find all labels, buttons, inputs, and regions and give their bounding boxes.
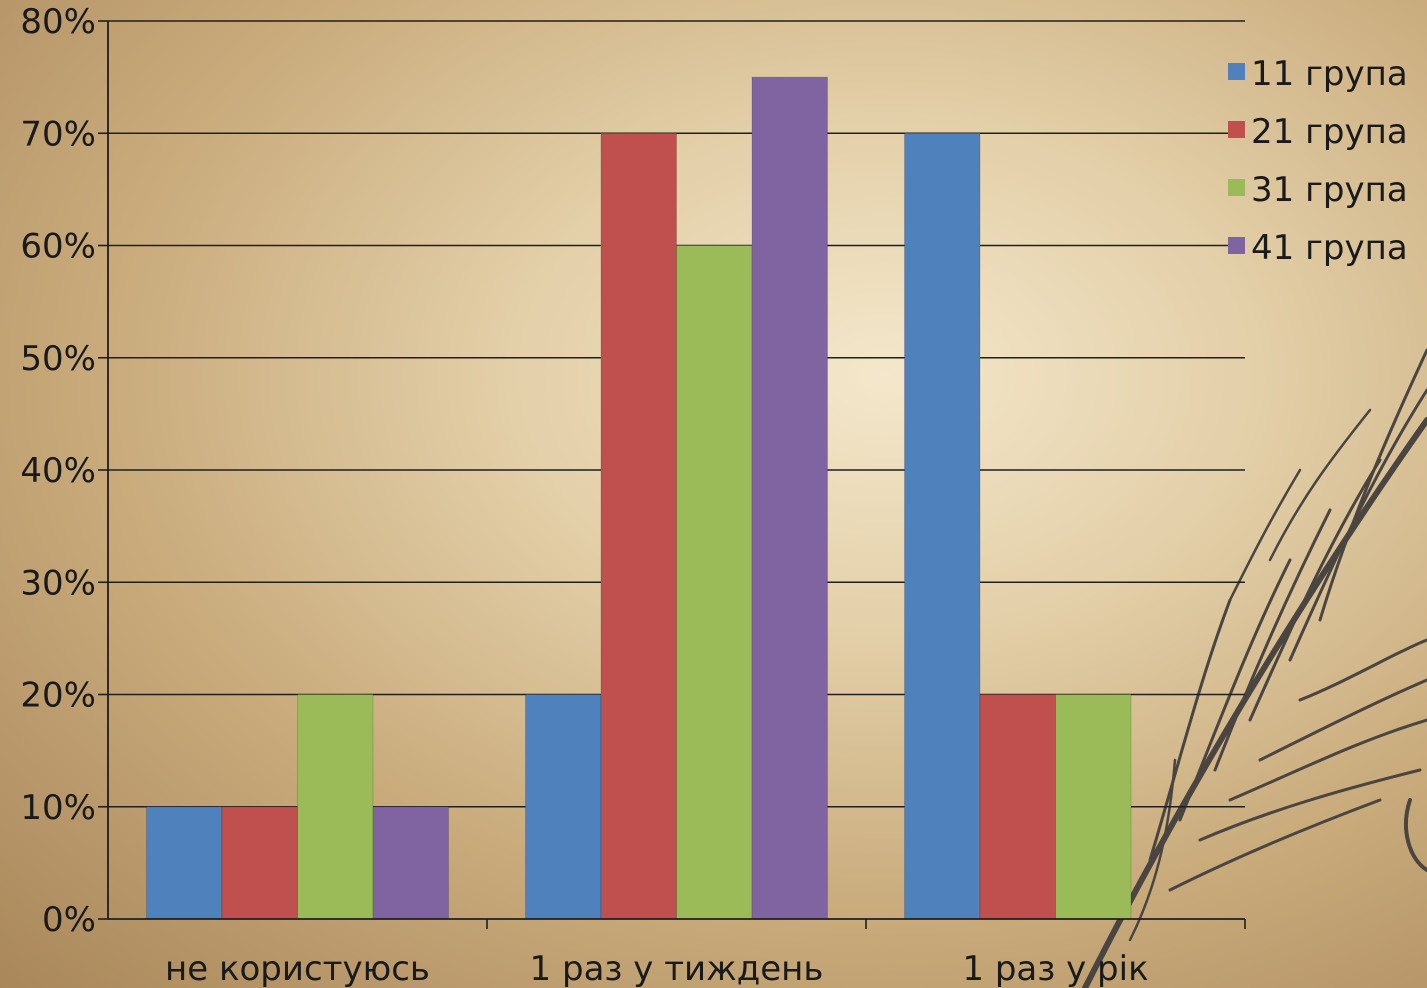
bar [600, 132, 677, 920]
y-tick-label: 50% [20, 339, 96, 379]
legend-swatch [1228, 63, 1245, 80]
y-tick-label: 70% [20, 114, 96, 154]
bar [372, 806, 449, 920]
y-tick-label: 60% [20, 227, 96, 267]
bar [676, 245, 753, 920]
legend-label: 11 група [1251, 54, 1408, 94]
feather-decoration [1082, 348, 1427, 988]
y-tick-label: 0% [42, 900, 96, 940]
bars [146, 76, 1132, 920]
y-tick-label: 80% [20, 2, 96, 42]
bar [751, 76, 828, 920]
bar [146, 806, 223, 920]
y-axis-tick-labels: 0% 10% 20% 30% 40% 50% 60% 70% 80% [20, 2, 96, 940]
x-category-label: 1 раз у тиждень [530, 949, 824, 988]
bar [979, 694, 1056, 920]
legend: 11 група 21 група 31 група 41 група [1228, 54, 1408, 268]
legend-swatch [1228, 179, 1245, 196]
y-tick-label: 10% [20, 788, 96, 828]
bar [525, 694, 602, 920]
x-category-label: не користуюсь [165, 949, 430, 988]
legend-swatch [1228, 237, 1245, 254]
y-tick-label: 30% [20, 563, 96, 603]
bar [297, 694, 374, 920]
y-tick-label: 20% [20, 676, 96, 716]
bar [1055, 694, 1132, 920]
legend-label: 41 група [1251, 228, 1408, 268]
legend-label: 31 група [1251, 170, 1408, 210]
bar [904, 132, 981, 920]
legend-label: 21 група [1251, 112, 1408, 152]
x-category-label: 1 раз у рік [962, 949, 1148, 988]
y-tick-label: 40% [20, 451, 96, 491]
axes [98, 20, 1246, 929]
legend-swatch [1228, 121, 1245, 138]
bar [221, 806, 298, 920]
x-axis-category-labels: не користуюсь 1 раз у тиждень 1 раз у рік [165, 949, 1149, 988]
